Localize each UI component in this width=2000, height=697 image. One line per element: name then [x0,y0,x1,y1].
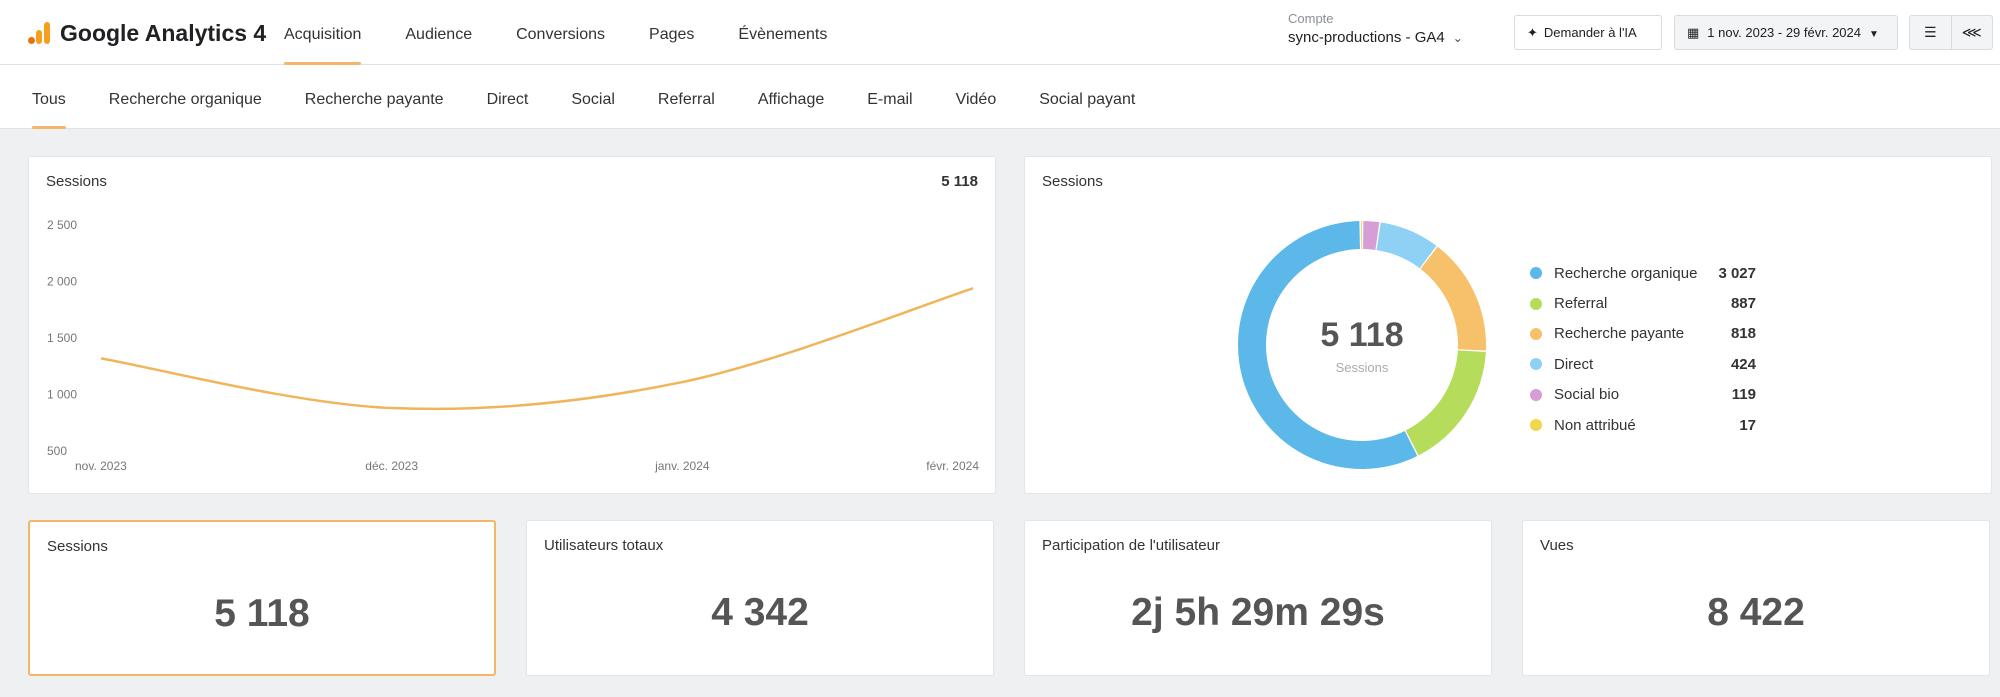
legend-item[interactable]: Recherche payante 818 [1530,319,1756,349]
legend-label: Non attribué [1554,416,1636,434]
y-tick-label: 500 [47,444,67,458]
tab-email[interactable]: E-mail [867,91,913,108]
donut-legend: Recherche organique 3 027 Referral 887 Reche… [1530,258,1756,440]
dropdown-arrow-icon: ▼ [1869,29,1879,40]
sessions-series-line [100,287,974,411]
tab-tous[interactable]: Tous [14,65,84,129]
legend-dot-icon [1530,358,1542,371]
account-selector[interactable]: Compte sync-productions - GA4 ⌄ [1288,11,1463,46]
ask-ai-label: Demander à l'IA [1543,25,1637,40]
x-tick-label: déc. 2023 [365,459,418,473]
tab-recherche-organique[interactable]: Recherche organique [108,91,262,108]
y-tick-label: 1 000 [47,388,77,402]
tab-recherche-payante[interactable]: Recherche payante [304,91,444,108]
tab-referral[interactable]: Referral [657,91,715,108]
ask-ai-button[interactable]: ✦ Demander à l'IA [1514,15,1662,50]
date-range-label: 1 nov. 2023 - 29 févr. 2024 [1707,25,1861,40]
tab-direct[interactable]: Direct [486,91,529,108]
sparkle-icon: ✦ [1527,25,1538,40]
legend-dot-icon [1530,327,1542,340]
sessions-line-card: Sessions 5 118 2 500 2 000 1 500 1 000 500 no… [28,156,996,494]
analytics-logo-icon [28,20,50,44]
sessions-donut-card: Sessions [1024,156,1992,494]
account-value-row: sync-productions - GA4 ⌄ [1288,29,1463,46]
kpi-label: Sessions [47,538,108,555]
legend-item[interactable]: Social bio 119 [1530,380,1756,410]
tab-social[interactable]: Social [571,91,615,108]
legend-dot-icon [1530,419,1542,432]
donut-center-label: Sessions [1335,360,1389,375]
legend-label: Referral [1554,295,1608,313]
legend-label: Recherche organique [1554,264,1698,282]
kpi-card-participation[interactable]: Participation de l'utilisateur 2j 5h 29m… [1024,520,1492,676]
kpi-value: 2j 5h 29m 29s [1131,591,1385,634]
legend-item[interactable]: Recherche organique 3 027 [1530,258,1756,288]
nav-conversions[interactable]: Conversions [516,26,606,43]
legend-value: 119 [1731,386,1756,404]
kpi-card-vues[interactable]: Vues 8 422 [1522,520,1990,676]
kpi-label: Vues [1540,537,1574,554]
y-tick-label: 2 000 [47,275,77,289]
legend-value: 424 [1730,355,1756,373]
x-tick-label: janv. 2024 [654,459,710,473]
sessions-line-chart: 2 500 2 000 1 500 1 000 500 nov. 2023 déc. 202… [47,218,979,473]
donut-center-value: 5 118 [1320,316,1404,354]
main-nav: Acquisition Audience Conversions Pages É… [266,0,853,65]
nav-audience[interactable]: Audience [405,26,473,43]
tab-social-payant[interactable]: Social payant [1039,91,1136,108]
legend-item[interactable]: Direct 424 [1530,349,1756,379]
legend-value: 887 [1730,295,1756,313]
account-label: Compte [1288,11,1334,26]
donut-center: 5 118 Sessions [1262,316,1462,375]
legend-value: 17 [1739,416,1756,434]
y-tick-label: 1 500 [47,331,77,345]
kpi-label: Utilisateurs totaux [544,537,664,554]
x-tick-label: févr. 2024 [926,459,979,473]
app-title: Google Analytics 4 [60,20,267,46]
kpi-value: 4 342 [711,591,809,634]
tab-affichage[interactable]: Affichage [757,91,825,108]
legend-label: Social bio [1554,386,1620,404]
legend-dot-icon [1530,388,1542,401]
line-card-title: Sessions [46,173,107,190]
chevron-down-icon: ⌄ [1452,31,1463,45]
x-tick-label: nov. 2023 [75,459,127,473]
legend-item[interactable]: Referral 887 [1530,288,1756,318]
top-bar: Google Analytics 4 Acquisition Audience … [0,0,2000,65]
y-tick-label: 2 500 [47,218,77,232]
legend-label: Direct [1554,355,1594,373]
kpi-card-utilisateurs[interactable]: Utilisateurs totaux 4 342 [526,520,994,676]
legend-value: 818 [1730,325,1756,343]
line-card-total: 5 118 [941,173,978,190]
kpi-value: 5 118 [214,592,310,635]
legend-dot-icon [1530,267,1542,280]
kpi-value: 8 422 [1707,591,1805,634]
kpi-card-sessions[interactable]: Sessions 5 118 [28,520,496,676]
legend-dot-icon [1530,297,1542,310]
kpi-label: Participation de l'utilisateur [1042,537,1220,554]
share-icon[interactable]: ⋘ [1961,24,1982,40]
sliders-icon[interactable]: ☰ [1910,16,1952,49]
legend-value: 3 027 [1718,264,1756,282]
nav-evenements[interactable]: Évènements [738,26,828,43]
account-value: sync-productions - GA4 [1288,29,1445,46]
nav-pages[interactable]: Pages [649,26,695,43]
nav-acquisition[interactable]: Acquisition [266,0,379,65]
tab-video[interactable]: Vidéo [955,91,997,108]
toolbar-icon-group: ☰ ⋘ [1909,15,1993,50]
channel-tabs: Tous Recherche organique Recherche payan… [0,65,2000,129]
calendar-icon: ▦ [1687,25,1700,40]
legend-item[interactable]: Non attribué 17 [1530,410,1756,440]
legend-label: Recherche payante [1554,325,1685,343]
donut-card-title: Sessions [1042,173,1103,190]
date-range-picker[interactable]: ▦ 1 nov. 2023 - 29 févr. 2024 ▼ [1674,15,1898,50]
